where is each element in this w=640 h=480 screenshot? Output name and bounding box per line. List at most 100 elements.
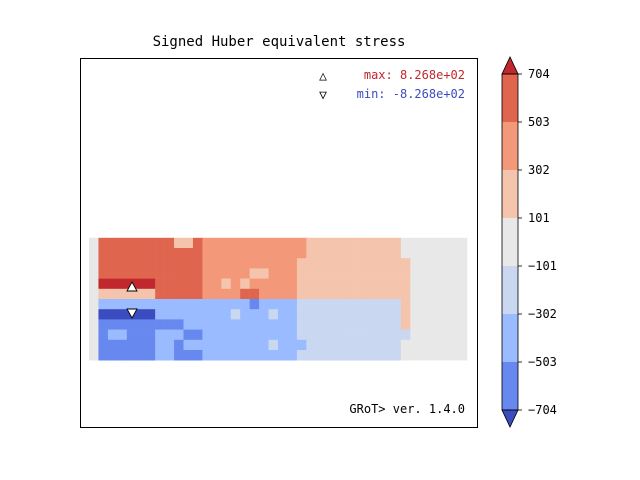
map-cell <box>334 248 345 259</box>
map-cell <box>268 268 279 279</box>
map-cell <box>174 278 184 290</box>
colorbar-tick-label-6: −503 <box>528 355 557 369</box>
map-cell <box>126 248 137 259</box>
map-cell <box>174 258 184 269</box>
map-cell <box>211 299 222 310</box>
map-cell <box>202 288 213 300</box>
map-cell <box>306 350 317 361</box>
map-cell <box>249 248 260 259</box>
map-cell <box>438 350 449 361</box>
map-cell <box>344 237 354 249</box>
map-cell <box>306 329 317 341</box>
map-cell <box>98 258 109 269</box>
map-cell <box>136 350 146 361</box>
map-cell <box>164 258 175 269</box>
map-cell <box>259 278 269 290</box>
map-cell <box>315 299 326 310</box>
map-cell <box>400 288 411 300</box>
map-cell <box>107 319 118 330</box>
map-cell <box>429 268 439 279</box>
colorbar-segment-2 <box>502 266 518 314</box>
map-cell <box>419 329 430 341</box>
map-cell <box>372 248 383 259</box>
map-cell <box>372 268 383 279</box>
map-cell <box>98 278 109 290</box>
map-cell <box>89 350 99 361</box>
map-cell <box>296 258 307 269</box>
map-cell <box>268 319 279 330</box>
map-cell <box>438 278 449 290</box>
map-cell <box>381 288 392 300</box>
colorbar: 704 503 302 101 −101 −302 −503 −704 <box>501 56 557 428</box>
map-cell <box>410 319 421 330</box>
colorbar-tick-label-4: −101 <box>528 259 557 273</box>
map-cell <box>174 319 184 330</box>
map-cell <box>155 248 165 259</box>
map-cell <box>192 248 203 259</box>
colorbar-tick-label-3: 101 <box>528 211 550 225</box>
map-cell <box>363 339 373 351</box>
map-cell <box>372 258 383 269</box>
map-cell <box>334 339 345 351</box>
map-cell <box>410 268 421 279</box>
map-cell <box>192 299 203 310</box>
map-cell <box>192 350 203 361</box>
map-cell <box>429 288 439 300</box>
map-cell <box>268 329 279 341</box>
map-cell <box>211 288 222 300</box>
map-cell <box>438 319 449 330</box>
map-cell <box>164 329 175 341</box>
map-cell <box>278 350 288 361</box>
map-cell <box>429 299 439 310</box>
map-cell <box>183 319 194 330</box>
map-cell <box>391 350 402 361</box>
version-footer: GRoT> ver. 1.4.0 <box>349 402 465 416</box>
map-cell <box>334 268 345 279</box>
map-cell <box>419 258 430 269</box>
map-cell <box>240 309 250 320</box>
map-cell <box>372 299 383 310</box>
map-cell <box>334 299 345 310</box>
map-cell <box>334 278 345 290</box>
map-cell <box>211 309 222 320</box>
map-cell <box>230 248 241 259</box>
map-cell <box>249 258 260 269</box>
map-cell <box>457 299 468 310</box>
map-cell <box>107 309 118 320</box>
map-cell <box>89 319 99 330</box>
map-cell <box>145 278 156 290</box>
map-cell <box>107 288 118 300</box>
map-cell <box>457 258 468 269</box>
map-cell <box>419 350 430 361</box>
map-cell <box>107 339 118 351</box>
map-cell <box>126 268 137 279</box>
map-cell <box>429 339 439 351</box>
map-cell <box>249 319 260 330</box>
map-cell <box>306 278 317 290</box>
map-cell <box>372 278 383 290</box>
map-cell <box>334 237 345 249</box>
map-cell <box>353 248 364 259</box>
colorbar-segment-1 <box>502 314 518 362</box>
map-cell <box>363 309 373 320</box>
map-cell <box>325 288 335 300</box>
map-cell <box>211 339 222 351</box>
map-cell <box>136 329 146 341</box>
map-cell <box>259 268 269 279</box>
map-cell <box>155 288 165 300</box>
plot-frame <box>80 58 478 428</box>
map-cell <box>174 350 184 361</box>
map-cell <box>145 237 156 249</box>
map-cell <box>202 258 213 269</box>
map-cell <box>98 299 109 310</box>
map-cell <box>381 339 392 351</box>
map-cell <box>192 319 203 330</box>
map-cell <box>268 350 279 361</box>
map-cell <box>372 350 383 361</box>
map-cell <box>363 299 373 310</box>
map-cell <box>117 299 128 310</box>
map-cell <box>240 299 250 310</box>
map-cell <box>391 237 402 249</box>
map-cell <box>183 288 194 300</box>
map-cell <box>240 350 250 361</box>
